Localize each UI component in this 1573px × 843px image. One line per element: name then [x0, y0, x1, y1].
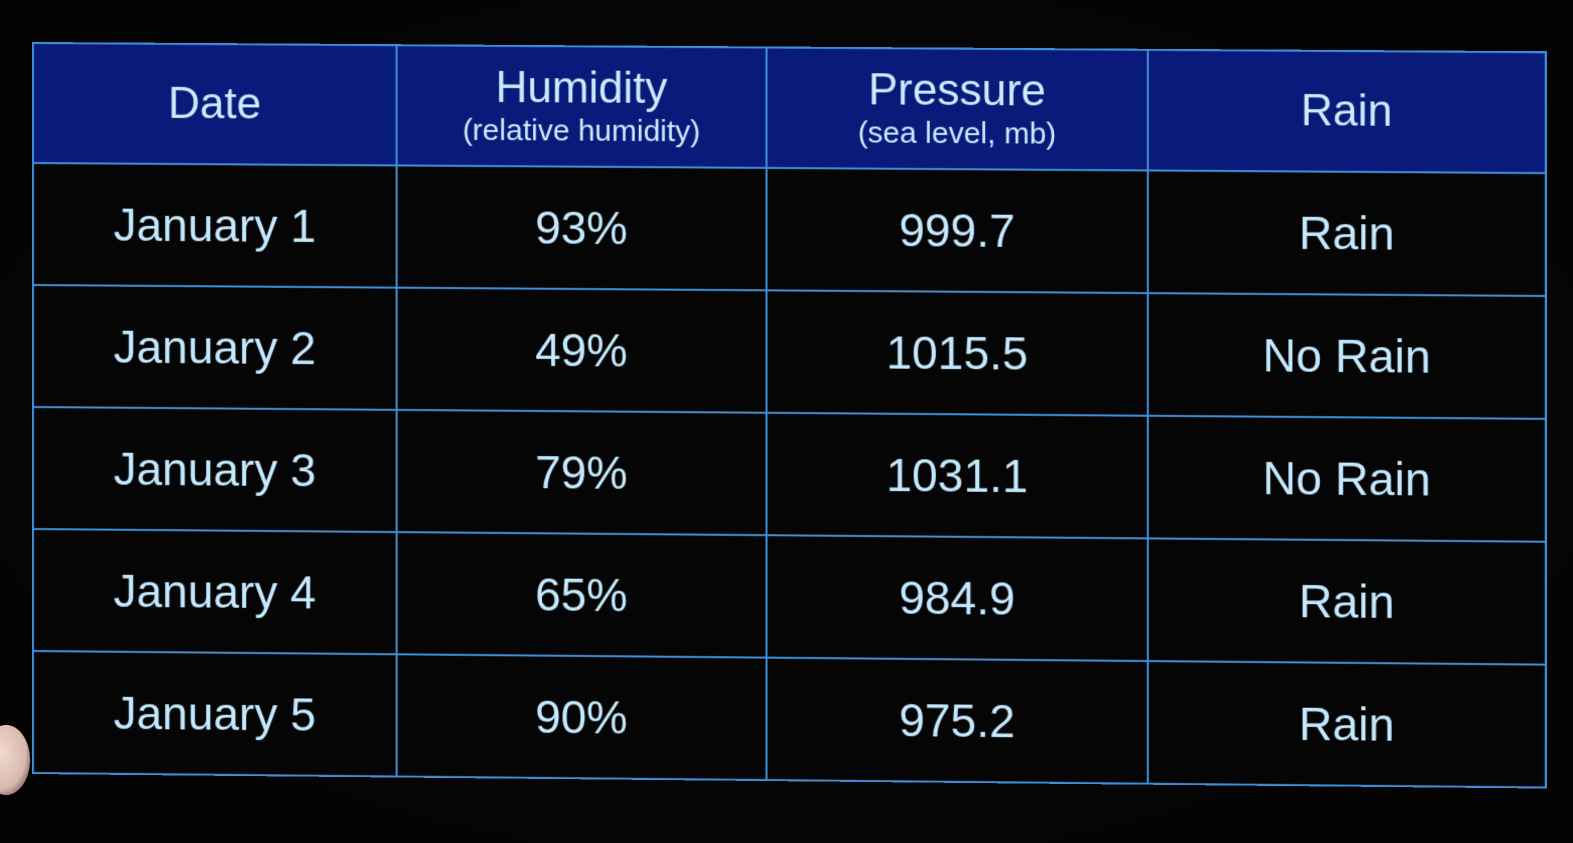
- cell-date: January 4: [33, 529, 397, 654]
- header-row: Date Humidity (relative humidity) Pressu…: [33, 43, 1546, 173]
- table-row: January 3 79% 1031.1 No Rain: [33, 407, 1546, 542]
- presenter-finger: [0, 725, 30, 795]
- table-header: Date Humidity (relative humidity) Pressu…: [33, 43, 1546, 173]
- cell-pressure: 984.9: [767, 535, 1148, 661]
- cell-date: January 3: [33, 407, 397, 532]
- weather-table-container: Date Humidity (relative humidity) Pressu…: [32, 42, 1545, 786]
- cell-date: January 1: [33, 163, 397, 288]
- cell-rain: Rain: [1148, 170, 1546, 296]
- cell-rain: No Rain: [1148, 416, 1546, 542]
- header-pressure-label: Pressure: [768, 65, 1147, 118]
- header-rain: Rain: [1148, 50, 1546, 173]
- table-row: January 1 93% 999.7 Rain: [33, 163, 1546, 296]
- table-row: January 4 65% 984.9 Rain: [33, 529, 1546, 665]
- cell-humidity: 49%: [397, 288, 767, 413]
- header-humidity-unit: (relative humidity): [398, 112, 766, 150]
- table-body: January 1 93% 999.7 Rain January 2 49% 1…: [33, 163, 1546, 788]
- cell-date: January 2: [33, 285, 397, 410]
- cell-humidity: 93%: [397, 165, 767, 290]
- cell-pressure: 975.2: [767, 658, 1148, 784]
- header-humidity: Humidity (relative humidity): [397, 45, 767, 168]
- table-row: January 2 49% 1015.5 No Rain: [33, 285, 1546, 419]
- cell-rain: Rain: [1148, 661, 1546, 787]
- cell-rain: Rain: [1148, 538, 1546, 664]
- cell-rain: No Rain: [1148, 293, 1546, 419]
- cell-humidity: 90%: [397, 654, 767, 780]
- header-pressure: Pressure (sea level, mb): [767, 47, 1148, 170]
- cell-pressure: 999.7: [767, 168, 1148, 293]
- header-humidity-label: Humidity: [398, 62, 766, 114]
- header-pressure-unit: (sea level, mb): [768, 115, 1147, 154]
- cell-humidity: 65%: [397, 532, 767, 658]
- header-rain-label: Rain: [1149, 85, 1545, 138]
- header-date: Date: [33, 43, 397, 165]
- cell-pressure: 1031.1: [767, 413, 1148, 539]
- cell-pressure: 1015.5: [767, 290, 1148, 415]
- cell-date: January 5: [33, 651, 397, 776]
- weather-table: Date Humidity (relative humidity) Pressu…: [32, 42, 1547, 789]
- header-date-label: Date: [34, 78, 396, 130]
- cell-humidity: 79%: [397, 410, 767, 535]
- table-row: January 5 90% 975.2 Rain: [33, 651, 1546, 788]
